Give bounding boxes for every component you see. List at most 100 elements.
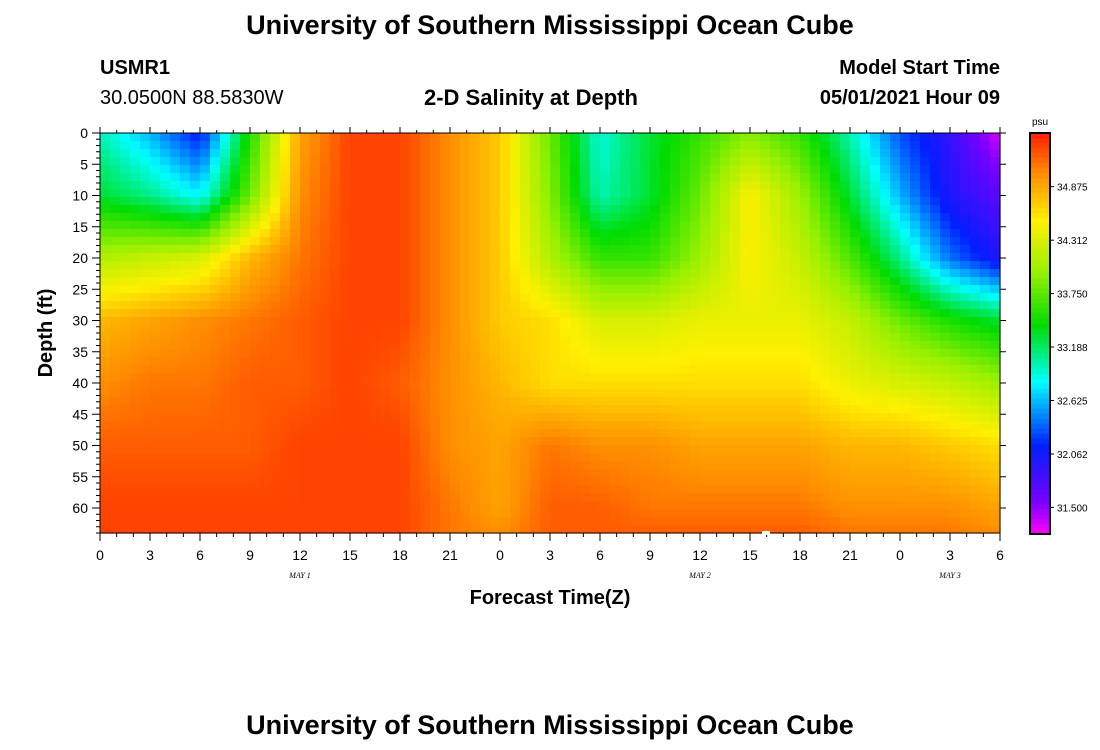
heatmap-cell [200,461,211,470]
heatmap-cell [820,285,831,294]
heatmap-cell [970,229,981,238]
heatmap-cell [440,493,451,502]
heatmap-cell [130,205,141,214]
heatmap-cell [500,181,511,190]
heatmap-cell [820,205,831,214]
heatmap-cell [500,517,511,526]
heatmap-cell [230,133,241,142]
heatmap-cell [880,245,891,254]
heatmap-cell [320,509,331,518]
heatmap-cell [330,477,341,486]
heatmap-cell [120,381,131,390]
heatmap-cell [250,141,261,150]
heatmap-cell [300,189,311,198]
colorbar-cell [1030,473,1050,480]
heatmap-cell [140,333,151,342]
heatmap-cell [870,205,881,214]
heatmap-cell [450,181,461,190]
heatmap-cell [200,301,211,310]
heatmap-cell [100,309,111,318]
heatmap-cell [770,421,781,430]
heatmap-cell [700,421,711,430]
heatmap-cell [190,405,201,414]
heatmap-cell [660,269,671,278]
heatmap-cell [290,413,301,422]
heatmap-cell [680,165,691,174]
heatmap-cell [190,461,201,470]
heatmap-cell [580,421,591,430]
heatmap-cell [370,197,381,206]
heatmap-cell [320,197,331,206]
heatmap-cell [140,397,151,406]
heatmap-cell [410,421,421,430]
heatmap-cell [860,461,871,470]
heatmap-cell [800,277,811,286]
heatmap-cell [400,141,411,150]
heatmap-cell [200,149,211,158]
heatmap-cell [500,325,511,334]
heatmap-cell [780,253,791,262]
heatmap-cell [520,285,531,294]
heatmap-cell [290,357,301,366]
colorbar-cell [1030,373,1050,380]
heatmap-cell [510,445,521,454]
heatmap-cell [270,413,281,422]
heatmap-cell [970,213,981,222]
heatmap-cell [890,181,901,190]
heatmap-cell [660,277,671,286]
heatmap-cell [790,157,801,166]
heatmap-cell [750,221,761,230]
heatmap-cell [250,237,261,246]
heatmap-cell [760,493,771,502]
heatmap-cell [730,221,741,230]
heatmap-cell [670,229,681,238]
heatmap-cell [270,493,281,502]
heatmap-cell [520,405,531,414]
heatmap-cell [660,181,671,190]
heatmap-cell [200,317,211,326]
heatmap-cell [100,269,111,278]
heatmap-cell [620,197,631,206]
heatmap-cell [890,325,901,334]
heatmap-cell [370,365,381,374]
heatmap-cell [770,341,781,350]
heatmap-cell [170,341,181,350]
heatmap-cell [210,173,221,182]
colorbar-cell [1030,468,1050,475]
heatmap-cell [920,221,931,230]
heatmap-cell [510,429,521,438]
heatmap-cell [710,165,721,174]
heatmap-cell [920,477,931,486]
heatmap-cell [290,373,301,382]
heatmap-cell [690,493,701,502]
heatmap-cell [600,221,611,230]
heatmap-cell [680,477,691,486]
heatmap-cell [250,493,261,502]
heatmap-cell [460,485,471,494]
x-tick-label: 6 [996,547,1004,563]
heatmap-cell [650,269,661,278]
heatmap-cell [610,397,621,406]
heatmap-cell [180,157,191,166]
heatmap-cell [610,141,621,150]
heatmap-cell [880,173,891,182]
heatmap-cell [560,285,571,294]
heatmap-cell [960,429,971,438]
heatmap-cell [470,277,481,286]
heatmap-cell [520,477,531,486]
heatmap-cell [730,149,741,158]
heatmap-cell [950,493,961,502]
heatmap-cell [660,221,671,230]
heatmap-cell [450,237,461,246]
heatmap-cell [190,157,201,166]
heatmap-cell [630,381,641,390]
heatmap-cell [850,237,861,246]
heatmap-cell [610,269,621,278]
heatmap-cell [170,293,181,302]
heatmap-cell [960,181,971,190]
heatmap-cell [170,165,181,174]
heatmap-cell [190,525,201,534]
heatmap-cell [210,357,221,366]
heatmap-cell [690,469,701,478]
heatmap-cell [540,485,551,494]
